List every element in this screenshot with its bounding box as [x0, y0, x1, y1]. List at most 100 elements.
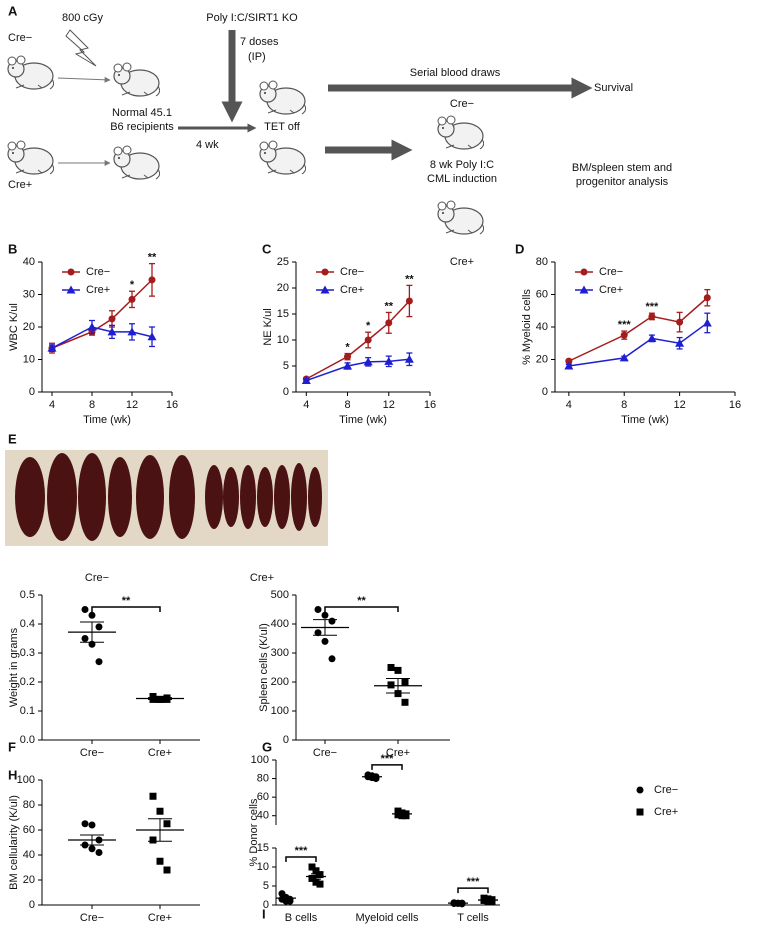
panel-label: D: [515, 241, 524, 256]
marker: [364, 336, 372, 344]
x-tick-label: 12: [126, 399, 138, 411]
x-axis-label: Time (wk): [83, 414, 131, 426]
marker: [128, 295, 136, 303]
label: 4 wk: [196, 139, 219, 151]
marker: [328, 617, 336, 625]
marker: [127, 327, 137, 336]
significance: **: [384, 300, 393, 312]
x-tick-label: Cre−: [80, 747, 104, 759]
significance: *: [366, 320, 371, 332]
marker: [620, 331, 628, 339]
marker: [148, 276, 156, 284]
marker: [564, 361, 574, 370]
marker: [702, 318, 712, 327]
y-axis-label: Spleen cells (K/ul): [258, 623, 270, 712]
significance-bracket: [324, 606, 399, 612]
significance: **: [405, 273, 414, 285]
marker: [384, 356, 394, 365]
y-axis-label: % Myeloid cells: [521, 289, 533, 365]
y-tick-label: 15: [257, 842, 269, 854]
x-tick-label: 16: [729, 399, 741, 411]
marker: [108, 315, 116, 323]
significance-bracket: [457, 887, 489, 894]
x-tick-label: 4: [303, 399, 309, 411]
label: Cre−: [8, 32, 32, 44]
marker: [405, 297, 413, 305]
marker: [312, 878, 320, 886]
label: 8 wk Poly I:C: [430, 159, 494, 171]
y-tick-label: 0.4: [20, 618, 35, 630]
y-tick-label: 10: [277, 334, 289, 346]
x-tick-label: T cells: [457, 912, 489, 924]
label: TET off: [264, 121, 301, 133]
x-tick-label: Myeloid cells: [356, 912, 419, 924]
mouse-icon: [7, 55, 54, 90]
marker: [387, 664, 395, 671]
legend-label: Cre+: [86, 284, 110, 296]
marker: [163, 866, 171, 874]
x-tick-label: 8: [621, 399, 627, 411]
mouse-icon: [7, 140, 54, 175]
panel-label: A: [8, 3, 18, 18]
y-tick-label: 80: [536, 256, 548, 268]
marker: [343, 361, 353, 370]
marker: [636, 786, 644, 794]
marker: [149, 836, 157, 844]
marker: [328, 655, 336, 663]
significance-bracket: [285, 856, 317, 862]
legend-label: Cre−: [86, 266, 110, 278]
significance: ***: [295, 845, 309, 857]
y-tick-label: 60: [257, 791, 269, 803]
label: Cre+: [8, 179, 32, 191]
marker: [321, 637, 329, 645]
marker: [363, 357, 373, 366]
panel-a: A 800 cGy Cre− Cre+ Normal 45.1 B6 recip…: [7, 3, 672, 268]
mouse-icon: [437, 115, 484, 150]
marker: [308, 863, 316, 871]
marker: [344, 353, 352, 361]
y-axis-label: NE K/ul: [262, 308, 274, 345]
y-tick-label: 0: [263, 899, 269, 911]
label: B6 recipients: [110, 121, 174, 133]
mouse-icon: [113, 145, 160, 180]
marker: [394, 690, 402, 698]
y-tick-label: 0: [29, 899, 35, 911]
legend-label: Cre−: [340, 266, 364, 278]
x-tick-label: B cells: [285, 912, 318, 924]
y-tick-label: 15: [277, 308, 289, 320]
marker: [301, 376, 311, 385]
marker: [156, 857, 164, 865]
marker: [484, 897, 492, 905]
x-tick-label: Cre−: [313, 747, 337, 759]
significance: **: [122, 595, 131, 607]
significance: **: [357, 595, 366, 607]
label: Survival: [594, 82, 633, 94]
marker: [488, 897, 496, 905]
y-axis-label: BM cellularity (K/ul): [8, 795, 20, 890]
radiation-icon: [65, 29, 97, 67]
marker: [87, 322, 97, 331]
marker: [81, 820, 89, 828]
significance: ***: [646, 301, 660, 313]
label: Serial blood draws: [410, 67, 501, 79]
panel-label: E: [8, 431, 17, 446]
y-tick-label: 0: [283, 734, 289, 746]
x-axis-label: Time (wk): [339, 414, 387, 426]
significance-bracket: [91, 606, 161, 612]
panel-label: C: [262, 241, 272, 256]
marker: [312, 867, 320, 875]
label: Cre−: [450, 98, 474, 110]
y-tick-label: 0.2: [20, 676, 35, 688]
significance: ***: [467, 876, 481, 888]
marker: [321, 611, 329, 619]
marker: [619, 353, 629, 362]
y-tick-label: 5: [263, 880, 269, 892]
marker: [95, 623, 103, 631]
label: progenitor analysis: [576, 176, 669, 188]
label: 7 doses: [240, 36, 279, 48]
marker: [88, 611, 96, 619]
y-tick-label: 40: [23, 256, 35, 268]
y-axis-label: % Donor cells: [248, 798, 260, 866]
mouse-icon: [259, 140, 306, 175]
